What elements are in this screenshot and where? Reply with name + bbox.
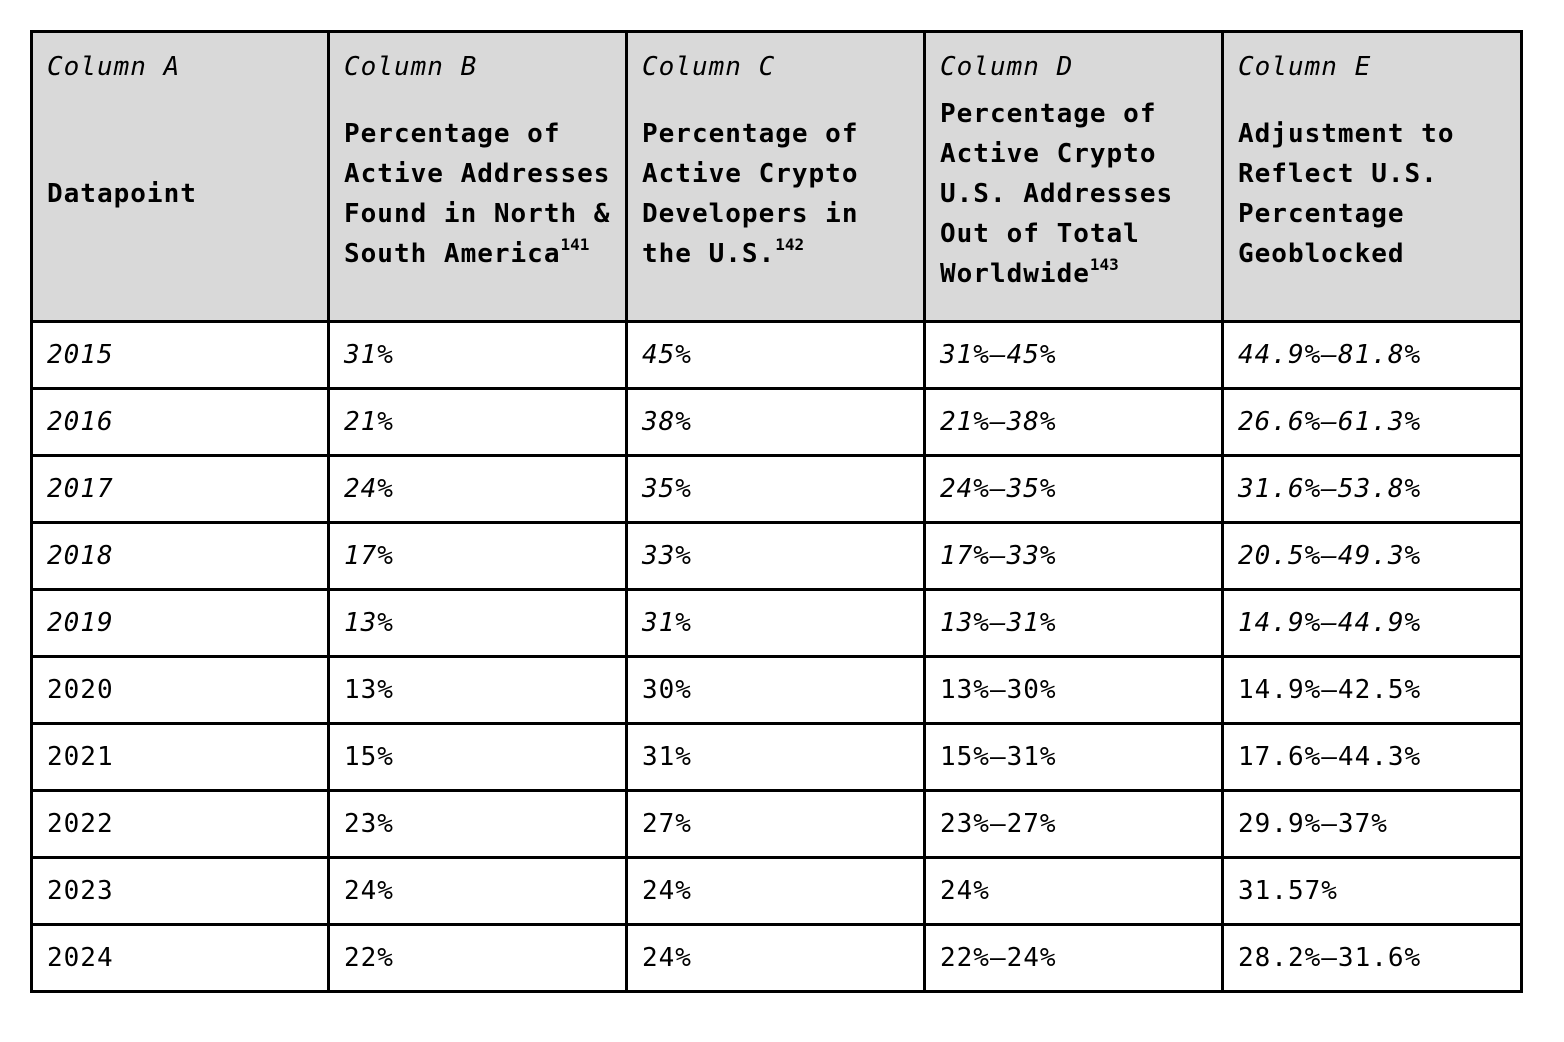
column-tag: Column C xyxy=(642,52,776,82)
value-cell: 23% xyxy=(327,789,628,859)
footnote-superscript: 142 xyxy=(775,235,805,255)
value-cell: 14.9%–42.5% xyxy=(1221,655,1523,725)
value-cell: 17% xyxy=(327,521,628,591)
header-row: Column A Datapoint Column B Percentage o… xyxy=(30,30,1523,323)
value-cell: 24% xyxy=(327,856,628,926)
footnote-superscript: 143 xyxy=(1089,255,1119,275)
header-inner: Column A Datapoint xyxy=(47,51,319,305)
column-title-text: Datapoint xyxy=(47,179,197,209)
value-cell: 44.9%–81.8% xyxy=(1221,320,1523,390)
table-row: 2022 23% 27% 23%–27% 29.9%–37% xyxy=(30,789,1523,859)
title-wrap: Datapoint xyxy=(47,83,319,305)
header-inner: Column D Percentage of Active Crypto U.S… xyxy=(940,51,1213,305)
year-cell: 2023 xyxy=(30,856,330,926)
column-title: Percentage of Active Crypto U.S. Address… xyxy=(940,94,1213,294)
table-row: 2019 13% 31% 13%–31% 14.9%–44.9% xyxy=(30,588,1523,658)
year-cell: 2022 xyxy=(30,789,330,859)
title-wrap: Adjustment to Reflect U.S. Percentage Ge… xyxy=(1238,83,1512,305)
value-cell: 27% xyxy=(625,789,926,859)
title-wrap: Percentage of Active Crypto Developers i… xyxy=(642,83,915,305)
value-cell: 21% xyxy=(327,387,628,457)
value-cell: 28.2%–31.6% xyxy=(1221,923,1523,993)
table-row: 2020 13% 30% 13%–30% 14.9%–42.5% xyxy=(30,655,1523,725)
value-cell: 13%–30% xyxy=(923,655,1224,725)
column-title: Adjustment to Reflect U.S. Percentage Ge… xyxy=(1238,114,1512,274)
value-cell: 38% xyxy=(625,387,926,457)
value-cell: 24%–35% xyxy=(923,454,1224,524)
value-cell: 17.6%–44.3% xyxy=(1221,722,1523,792)
header-inner: Column E Adjustment to Reflect U.S. Perc… xyxy=(1238,51,1512,305)
year-cell: 2017 xyxy=(30,454,330,524)
column-title-text: Percentage of Active Crypto U.S. Address… xyxy=(940,99,1174,289)
value-cell: 22%–24% xyxy=(923,923,1224,993)
value-cell: 31.57% xyxy=(1221,856,1523,926)
value-cell: 31% xyxy=(625,588,926,658)
value-cell: 45% xyxy=(625,320,926,390)
header-inner: Column C Percentage of Active Crypto Dev… xyxy=(642,51,915,305)
value-cell: 13% xyxy=(327,655,628,725)
footnote-superscript: 141 xyxy=(560,235,590,255)
column-header-c: Column C Percentage of Active Crypto Dev… xyxy=(625,30,926,323)
value-cell: 30% xyxy=(625,655,926,725)
year-cell: 2021 xyxy=(30,722,330,792)
data-table: Column A Datapoint Column B Percentage o… xyxy=(30,30,1523,993)
table-row: 2017 24% 35% 24%–35% 31.6%–53.8% xyxy=(30,454,1523,524)
year-cell: 2018 xyxy=(30,521,330,591)
value-cell: 31%–45% xyxy=(923,320,1224,390)
value-cell: 33% xyxy=(625,521,926,591)
value-cell: 20.5%–49.3% xyxy=(1221,521,1523,591)
value-cell: 35% xyxy=(625,454,926,524)
column-tag: Column E xyxy=(1238,52,1372,82)
year-cell: 2019 xyxy=(30,588,330,658)
value-cell: 31% xyxy=(625,722,926,792)
column-title: Percentage of Active Crypto Developers i… xyxy=(642,114,915,274)
value-cell: 24% xyxy=(625,923,926,993)
value-cell: 31% xyxy=(327,320,628,390)
value-cell: 24% xyxy=(327,454,628,524)
value-cell: 17%–33% xyxy=(923,521,1224,591)
title-wrap: Percentage of Active Addresses Found in … xyxy=(344,83,617,305)
table-body: 2015 31% 45% 31%–45% 44.9%–81.8% 2016 21… xyxy=(30,320,1523,993)
table-row: 2021 15% 31% 15%–31% 17.6%–44.3% xyxy=(30,722,1523,792)
value-cell: 24% xyxy=(923,856,1224,926)
value-cell: 21%–38% xyxy=(923,387,1224,457)
value-cell: 26.6%–61.3% xyxy=(1221,387,1523,457)
column-header-d: Column D Percentage of Active Crypto U.S… xyxy=(923,30,1224,323)
title-wrap: Percentage of Active Crypto U.S. Address… xyxy=(940,83,1213,305)
column-tag: Column A xyxy=(47,52,181,82)
table-row: 2015 31% 45% 31%–45% 44.9%–81.8% xyxy=(30,320,1523,390)
table-header: Column A Datapoint Column B Percentage o… xyxy=(30,30,1523,323)
header-inner: Column B Percentage of Active Addresses … xyxy=(344,51,617,305)
value-cell: 23%–27% xyxy=(923,789,1224,859)
column-title-text: Adjustment to Reflect U.S. Percentage Ge… xyxy=(1238,119,1455,269)
table-row: 2016 21% 38% 21%–38% 26.6%–61.3% xyxy=(30,387,1523,457)
year-cell: 2015 xyxy=(30,320,330,390)
year-cell: 2020 xyxy=(30,655,330,725)
column-title-text: Percentage of Active Crypto Developers i… xyxy=(642,119,859,269)
column-title-text: Percentage of Active Addresses Found in … xyxy=(344,119,611,269)
table-row: 2018 17% 33% 17%–33% 20.5%–49.3% xyxy=(30,521,1523,591)
value-cell: 31.6%–53.8% xyxy=(1221,454,1523,524)
column-title: Datapoint xyxy=(47,174,197,214)
value-cell: 22% xyxy=(327,923,628,993)
value-cell: 15%–31% xyxy=(923,722,1224,792)
column-header-e: Column E Adjustment to Reflect U.S. Perc… xyxy=(1221,30,1523,323)
value-cell: 13% xyxy=(327,588,628,658)
column-header-b: Column B Percentage of Active Addresses … xyxy=(327,30,628,323)
table-row: 2023 24% 24% 24% 31.57% xyxy=(30,856,1523,926)
column-title: Percentage of Active Addresses Found in … xyxy=(344,114,617,274)
column-header-a: Column A Datapoint xyxy=(30,30,330,323)
value-cell: 14.9%–44.9% xyxy=(1221,588,1523,658)
year-cell: 2016 xyxy=(30,387,330,457)
column-tag: Column D xyxy=(940,52,1074,82)
value-cell: 24% xyxy=(625,856,926,926)
value-cell: 15% xyxy=(327,722,628,792)
table-row: 2024 22% 24% 22%–24% 28.2%–31.6% xyxy=(30,923,1523,993)
year-cell: 2024 xyxy=(30,923,330,993)
value-cell: 29.9%–37% xyxy=(1221,789,1523,859)
value-cell: 13%–31% xyxy=(923,588,1224,658)
column-tag: Column B xyxy=(344,52,478,82)
